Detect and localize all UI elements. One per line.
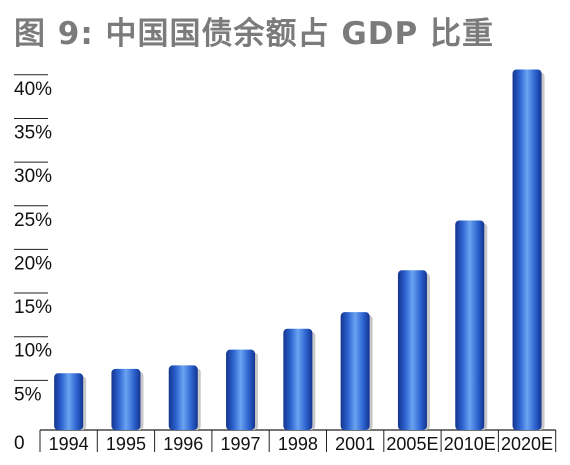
bar: [455, 220, 485, 430]
bar: [168, 365, 198, 430]
y-tick-label: 40%: [14, 79, 52, 100]
x-tick-label: 2010E: [444, 434, 496, 454]
x-tick-label: 2001: [335, 434, 375, 454]
bar: [111, 368, 141, 430]
bar: [283, 328, 313, 430]
chart-title: 图 9: 中国国债余额占 GDP 比重: [14, 16, 495, 52]
y-tick-label: 0: [14, 433, 25, 454]
x-tick-label: 1997: [221, 434, 261, 454]
y-tick-label: 5%: [14, 384, 42, 405]
x-tick-label: 2005E: [386, 434, 438, 454]
bar: [512, 69, 542, 431]
bar: [397, 270, 427, 430]
x-tick-label: 1994: [49, 434, 89, 454]
bar: [54, 373, 84, 430]
x-tick-label: 2020E: [501, 434, 553, 454]
y-tick-label: 35%: [14, 122, 52, 143]
x-tick-label: 1998: [278, 434, 318, 454]
bar: [340, 312, 370, 430]
y-tick-label: 30%: [14, 166, 52, 187]
y-tick-label: 25%: [14, 210, 52, 231]
y-tick-label: 20%: [14, 253, 52, 274]
x-tick-label: 1995: [106, 434, 146, 454]
bar: [226, 349, 256, 430]
y-tick-label: 15%: [14, 297, 52, 318]
y-tick-label: 10%: [14, 341, 52, 362]
x-tick-label: 1996: [163, 434, 203, 454]
